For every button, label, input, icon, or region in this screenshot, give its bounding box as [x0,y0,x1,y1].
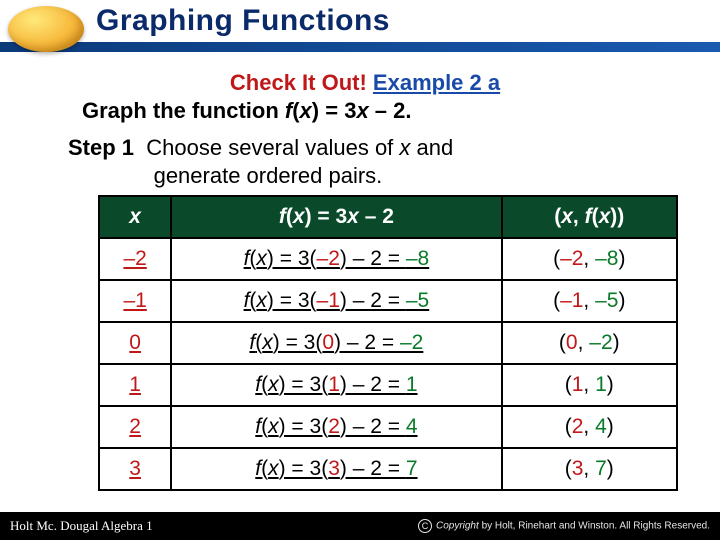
table-row: –2f(x) = 3(–2) – 2 = –8(–2, –8) [99,238,677,280]
footer-bar: Holt Mc. Dougal Algebra 1 CCopyright by … [0,512,720,540]
header: Graphing Functions [0,0,720,56]
cell-x: –1 [99,280,171,322]
cell-x: –2 [99,238,171,280]
table-row: 3f(x) = 3(3) – 2 = 7(3, 7) [99,448,677,490]
cell-fx: f(x) = 3(2) – 2 = 4 [171,406,501,448]
cell-x: 2 [99,406,171,448]
col-header-pair: (x, f(x)) [502,196,677,238]
table-row: –1f(x) = 3(–1) – 2 = –5(–1, –5) [99,280,677,322]
example-label: Example 2 a [373,70,500,95]
cell-ordered-pair: (–2, –8) [502,238,677,280]
cell-ordered-pair: (3, 7) [502,448,677,490]
step-number: Step 1 [68,135,134,160]
cell-fx: f(x) = 3(3) – 2 = 7 [171,448,501,490]
cell-x: 0 [99,322,171,364]
step-instruction: Step 1 Choose several values of x and ge… [68,134,680,189]
table-header-row: x f(x) = 3x – 2 (x, f(x)) [99,196,677,238]
check-it-out-label: Check It Out! [230,70,367,95]
lesson-title: Graphing Functions [96,4,390,38]
cell-ordered-pair: (0, –2) [502,322,677,364]
table-row: 2f(x) = 3(2) – 2 = 4(2, 4) [99,406,677,448]
cell-x: 1 [99,364,171,406]
cell-fx: f(x) = 3(0) – 2 = –2 [171,322,501,364]
cell-ordered-pair: (–1, –5) [502,280,677,322]
footer-textbook: Holt Mc. Dougal Algebra 1 [10,518,153,534]
table-row: 1f(x) = 3(1) – 2 = 1(1, 1) [99,364,677,406]
col-header-x: x [99,196,171,238]
lesson-badge-icon [8,6,84,52]
cell-fx: f(x) = 3(–1) – 2 = –5 [171,280,501,322]
header-stripe [0,42,720,52]
check-it-out-heading: Check It Out! Example 2 a [50,70,680,96]
cell-ordered-pair: (2, 4) [502,406,677,448]
problem-prompt: Graph the function f(x) = 3x – 2. [82,98,680,124]
copyright-icon: C [418,519,432,533]
cell-x: 3 [99,448,171,490]
table-row: 0f(x) = 3(0) – 2 = –2(0, –2) [99,322,677,364]
slide-content: Check It Out! Example 2 a Graph the func… [0,56,720,491]
cell-fx: f(x) = 3(1) – 2 = 1 [171,364,501,406]
values-table: x f(x) = 3x – 2 (x, f(x)) –2f(x) = 3(–2)… [98,195,678,491]
footer-copyright: CCopyright by Holt, Rinehart and Winston… [418,519,710,533]
col-header-fx: f(x) = 3x – 2 [171,196,501,238]
cell-ordered-pair: (1, 1) [502,364,677,406]
cell-fx: f(x) = 3(–2) – 2 = –8 [171,238,501,280]
